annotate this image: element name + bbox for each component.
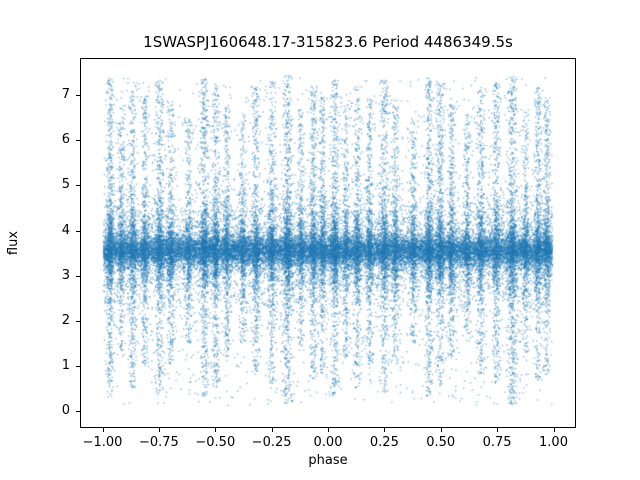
y-tick-mark	[76, 366, 80, 368]
x-tick-mark	[553, 428, 555, 432]
y-tick-label: 4	[61, 222, 70, 238]
x-tick-label: 1.00	[539, 435, 568, 450]
y-tick-label: 5	[61, 177, 70, 193]
y-tick-mark	[76, 275, 80, 277]
x-tick-mark	[102, 428, 104, 432]
y-tick-mark	[76, 185, 80, 187]
x-tick-label: −0.50	[195, 435, 236, 450]
x-tick-label: 0.00	[313, 435, 343, 450]
y-tick-mark	[76, 320, 80, 322]
x-tick-mark	[440, 428, 442, 432]
x-tick-mark	[215, 428, 217, 432]
y-tick-label: 0	[61, 403, 70, 419]
scatter-canvas	[81, 59, 575, 427]
x-tick-label: 0.50	[426, 435, 456, 450]
y-tick-mark	[76, 95, 80, 96]
y-tick-label: 2	[61, 312, 70, 328]
plot-title: 1SWASPJ160648.17-315823.6 Period 4486349…	[143, 33, 513, 51]
y-tick-label: 3	[61, 267, 70, 283]
x-tick-mark	[384, 428, 386, 432]
y-tick-label: 7	[61, 87, 70, 102]
x-tick-mark	[158, 428, 160, 432]
y-tick-mark	[76, 411, 80, 413]
y-tick-label: 6	[61, 132, 70, 148]
y-axis-label: flux	[6, 230, 21, 256]
x-tick-label: −1.00	[82, 435, 123, 450]
x-tick-mark	[497, 428, 499, 432]
x-tick-mark	[328, 428, 329, 432]
x-tick-label: 0.75	[482, 435, 512, 450]
x-axis-label: phase	[308, 453, 348, 468]
y-tick-mark	[76, 140, 80, 142]
plot-area	[80, 58, 576, 428]
y-tick-label: 1	[61, 358, 70, 374]
x-tick-mark	[271, 428, 273, 432]
y-tick-mark	[76, 230, 80, 232]
x-tick-label: −0.25	[251, 435, 292, 450]
x-tick-label: 0.25	[369, 435, 399, 450]
x-tick-label: −0.75	[138, 435, 179, 450]
